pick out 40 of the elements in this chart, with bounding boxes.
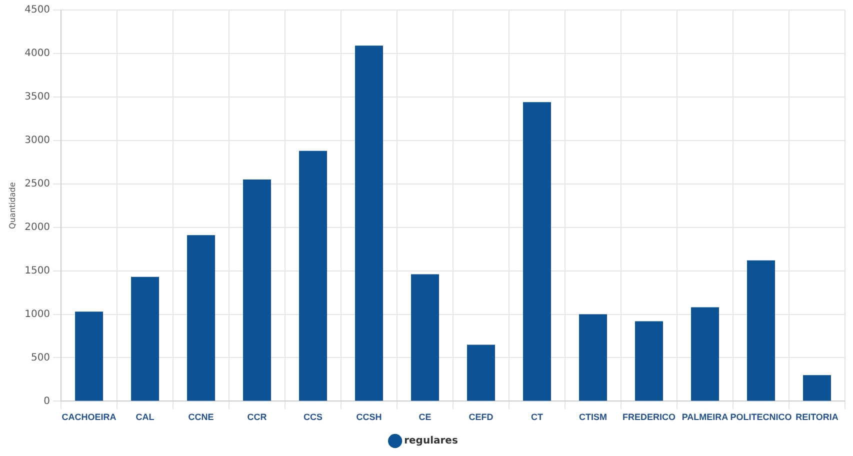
y-tick-label: 1500 [24, 265, 50, 276]
x-tick-label: CTISM [579, 412, 608, 422]
bar [635, 321, 664, 401]
bar [467, 344, 496, 401]
bar [299, 150, 328, 401]
legend-label: regulares [404, 436, 458, 447]
bar [803, 375, 831, 401]
x-tick-label: CAL [136, 412, 155, 422]
bar [747, 260, 776, 401]
bar [187, 235, 216, 401]
x-tick-label: CCSH [356, 412, 382, 422]
y-tick-label: 4500 [24, 4, 50, 16]
y-tick-label: 4000 [24, 48, 50, 60]
y-tick-label: 500 [30, 352, 50, 364]
x-tick-label: FREDERICO [622, 412, 676, 422]
bar [131, 276, 160, 401]
x-tick-label: POLITECNICO [730, 412, 792, 422]
bar [523, 102, 552, 401]
bar [411, 274, 440, 401]
x-tick-label: PALMEIRA [682, 412, 729, 422]
x-tick-label: CCS [304, 412, 323, 422]
x-tick-label: REITORIA [796, 412, 839, 422]
bar [691, 307, 720, 401]
x-tick-label: CACHOEIRA [62, 412, 117, 422]
y-tick-label: 1000 [24, 308, 50, 320]
bar [243, 180, 272, 401]
bar [579, 314, 608, 401]
y-tick-label: 3000 [24, 134, 50, 146]
y-tick-label: 2000 [24, 222, 50, 233]
x-tick-label: CCNE [188, 412, 214, 422]
x-tick-label: CE [418, 412, 432, 422]
bar [75, 312, 104, 401]
y-tick-label: 2500 [24, 178, 50, 190]
y-axis-title: Quantidade [8, 182, 17, 229]
x-tick-label: CEFD [468, 412, 494, 422]
x-tick-label: CT [531, 412, 544, 422]
bar [355, 46, 384, 401]
y-tick-label: 3500 [24, 92, 50, 103]
y-tick-label: 0 [44, 396, 50, 407]
x-tick-label: CCR [247, 412, 268, 422]
